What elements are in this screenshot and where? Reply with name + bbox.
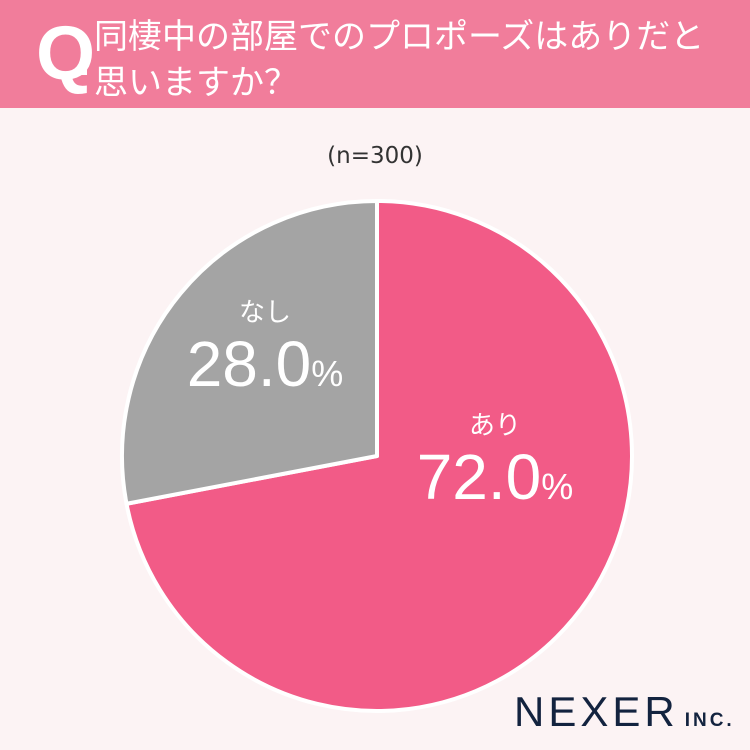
category-label: なし [238,298,291,328]
value-label: 28.0% [186,328,344,400]
sample-size: (n=300) [327,143,423,169]
nexer-logo: NEXER INC. [514,688,735,736]
pie-slice-ari [124,199,634,713]
category-label: あり [468,411,521,441]
logo-suffix: INC. [684,710,735,731]
logo-name: NEXER [514,688,679,735]
q-mark: Q [36,11,96,96]
q-dot [78,66,87,75]
question-text: 同棲中の部屋でのプロポーズはありだと思いますか？ [94,17,705,103]
label-nashi: なし 28.0% [170,292,360,409]
question-header: Q 同棲中の部屋でのプロポーズはありだと思いますか？ [0,0,750,108]
label-ari: あり 72.0% [400,405,590,522]
value-label: 72.0% [416,441,574,513]
pie-slice-nashi [120,199,379,506]
